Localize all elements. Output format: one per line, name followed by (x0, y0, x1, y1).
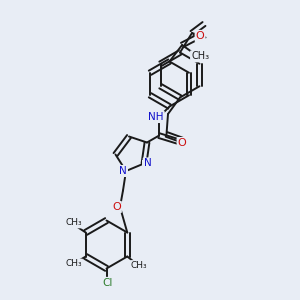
Text: NH: NH (148, 112, 164, 122)
Text: Cl: Cl (102, 278, 112, 288)
FancyBboxPatch shape (113, 204, 122, 210)
Text: N: N (144, 158, 152, 169)
Text: O: O (112, 202, 121, 212)
Text: N: N (118, 166, 126, 176)
Text: O: O (178, 138, 187, 148)
FancyBboxPatch shape (119, 168, 128, 174)
FancyBboxPatch shape (142, 160, 151, 167)
Text: CH₃: CH₃ (65, 218, 82, 227)
Text: CH₃: CH₃ (191, 51, 209, 62)
Text: CH₃: CH₃ (131, 261, 148, 270)
Text: CH₃: CH₃ (65, 260, 82, 268)
Text: O: O (196, 31, 205, 41)
FancyBboxPatch shape (152, 114, 160, 120)
